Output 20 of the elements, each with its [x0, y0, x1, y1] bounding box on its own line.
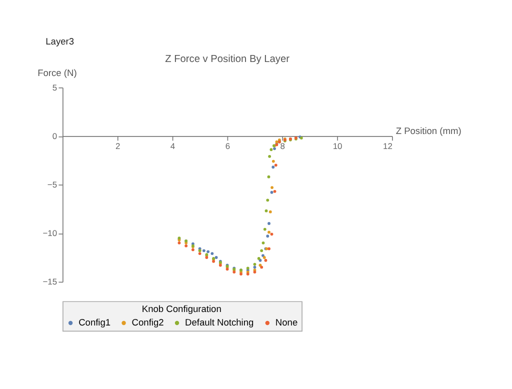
x-tick-label: 8 [280, 141, 286, 152]
y-tick-label: 5 [52, 82, 58, 92]
x-tick-label: 10 [332, 141, 343, 152]
x-tick-label: 6 [225, 141, 230, 152]
legend-label: Default Notching [185, 317, 254, 328]
text: Layer3 [46, 36, 74, 46]
legend-label: Config2 [132, 317, 164, 328]
legend-title: Knob Configuration [142, 304, 222, 314]
legend-label: Config1 [78, 317, 111, 328]
y-tick-label: −5 [47, 180, 58, 190]
chart-title: Z Force v Position By Layer [165, 54, 290, 66]
legend-label: None [275, 317, 298, 328]
x-tick-label: 12 [383, 141, 393, 152]
x-tick-label: 2 [116, 141, 121, 152]
x-tick-label: 4 [170, 141, 176, 152]
y-tick-label: −15 [42, 276, 58, 287]
y-tick-label: 0 [52, 130, 58, 141]
y-tick-label: −10 [42, 228, 58, 238]
y-axis-title: Force (N) [38, 68, 77, 78]
x-axis-title: Z Position (mm) [396, 126, 462, 136]
